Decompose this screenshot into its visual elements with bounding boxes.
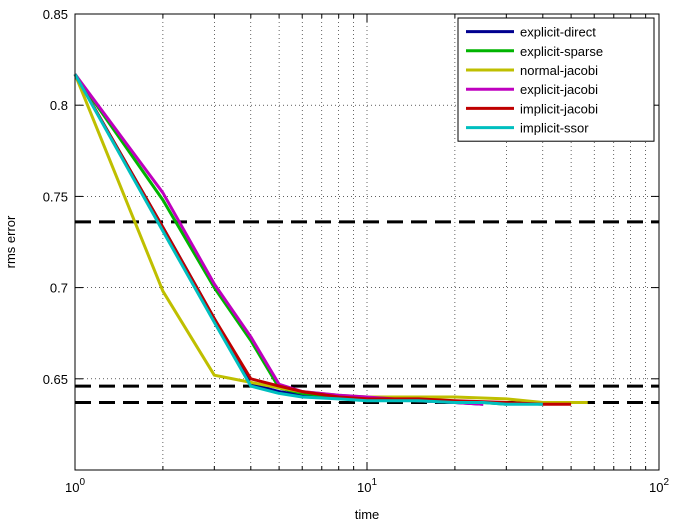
legend-label: implicit-ssor: [520, 121, 589, 136]
legend-label: explicit-sparse: [520, 44, 603, 59]
x-tick-label: 100: [65, 477, 85, 495]
legend-label: explicit-direct: [520, 25, 596, 40]
y-tick-label: 0.8: [50, 98, 68, 113]
y-tick-label: 0.7: [50, 281, 68, 296]
y-tick-label: 0.85: [43, 7, 68, 22]
legend-label: explicit-jacobi: [520, 82, 598, 97]
grid: [75, 14, 659, 470]
legend: explicit-direct explicit-sparse normal-jac…: [457, 17, 655, 142]
y-axis-label: rms error: [3, 215, 18, 268]
series-line-implicit-jacobi: [73, 73, 572, 406]
axis-ticks: [75, 13, 659, 470]
x-tick-label: 101: [357, 477, 377, 495]
series-lines: [73, 73, 588, 406]
tick-labels: 0.65 0.7 0.75 0.8 0.85 100 101 102: [43, 7, 670, 495]
y-tick-label: 0.75: [43, 189, 68, 204]
legend-label: implicit-jacobi: [520, 101, 598, 116]
y-tick-label: 0.65: [43, 372, 68, 387]
legend-label: normal-jacobi: [520, 63, 598, 78]
x-axis-label: time: [355, 507, 380, 522]
x-tick-label: 102: [649, 477, 669, 495]
series-line-implicit-ssor: [73, 73, 543, 406]
legend-box: [457, 17, 655, 142]
